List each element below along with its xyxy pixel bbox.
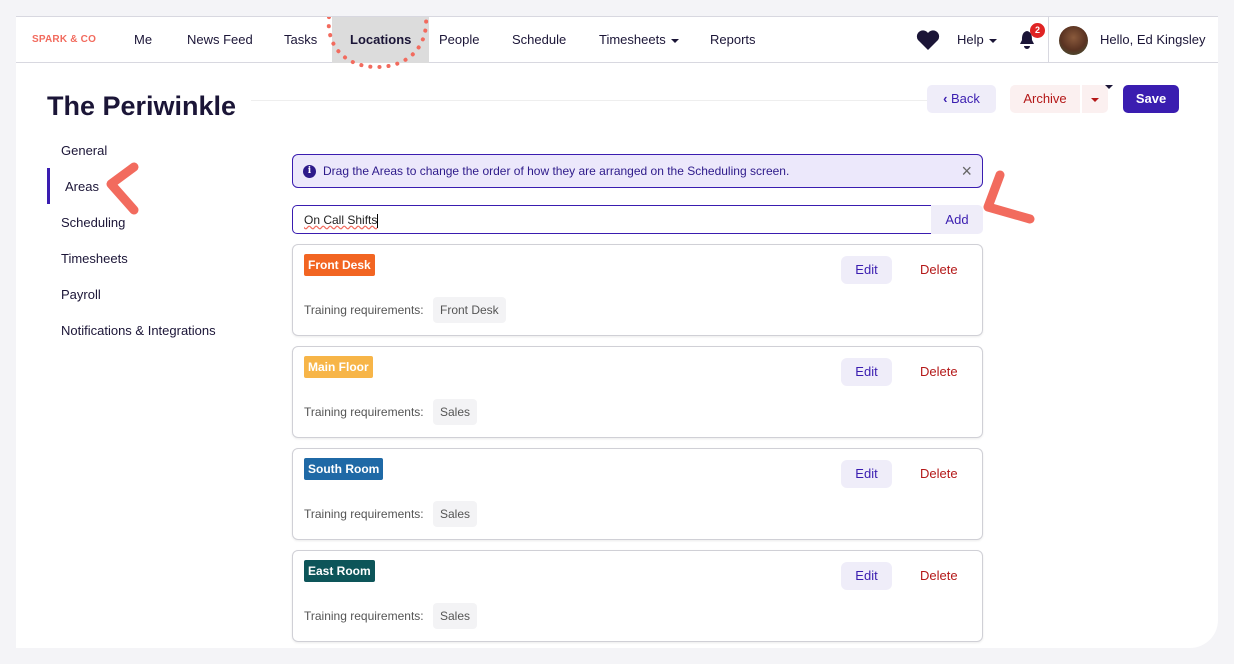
user-name: Hello, Ed Kingsley — [1100, 32, 1206, 47]
caret-down-icon — [1091, 97, 1099, 102]
edit-button[interactable]: Edit — [841, 256, 892, 284]
requirement-chip: Sales — [433, 399, 478, 425]
page-title: The Periwinkle — [47, 91, 237, 121]
back-label: Back — [951, 91, 980, 106]
nav-locations[interactable]: Locations — [332, 17, 430, 63]
input-value: On Call Shifts — [304, 213, 378, 227]
help-menu[interactable]: Help — [957, 17, 997, 63]
training-requirements-label: Training requirements: — [304, 507, 424, 521]
caret-down-icon — [1105, 84, 1113, 89]
edit-button[interactable]: Edit — [841, 358, 892, 386]
caret-down-icon — [670, 38, 679, 43]
user-menu[interactable]: Hello, Ed Kingsley — [1100, 17, 1218, 89]
edit-button[interactable]: Edit — [841, 460, 892, 488]
area-name-tag: South Room — [304, 458, 384, 480]
delete-button[interactable]: Delete — [920, 466, 958, 481]
nav-me[interactable]: Me — [134, 32, 153, 47]
top-nav: SPARK & CO Me News Feed Tasks Locations … — [16, 17, 1218, 89]
logo[interactable]: SPARK & CO — [32, 34, 97, 45]
divider — [1048, 17, 1049, 63]
area-card[interactable]: Front Desk Edit Delete Training requirem… — [292, 244, 983, 336]
area-name-tag: East Room — [304, 560, 375, 582]
app-window: SPARK & CO Me News Feed Tasks Locations … — [16, 16, 1218, 648]
close-icon[interactable]: × — [961, 161, 972, 181]
nav-timesheets[interactable]: Timesheets — [599, 17, 679, 63]
area-card[interactable]: Main Floor Edit Delete Training requirem… — [292, 346, 983, 438]
add-button[interactable]: Add — [931, 205, 983, 234]
nav-schedule[interactable]: Schedule — [512, 32, 567, 47]
area-name-tag: Main Floor — [304, 356, 373, 378]
requirement-chip: Sales — [433, 603, 478, 629]
sidebar-item-scheduling[interactable]: Scheduling — [61, 215, 126, 230]
training-requirements-label: Training requirements: — [304, 609, 424, 623]
delete-button[interactable]: Delete — [920, 364, 958, 379]
info-alert: i Drag the Areas to change the order of … — [292, 154, 983, 188]
nav-reports[interactable]: Reports — [710, 32, 756, 47]
alert-text: Drag the Areas to change the order of ho… — [323, 164, 790, 178]
title-divider — [251, 100, 931, 101]
nav-timesheets-label: Timesheets — [599, 32, 666, 47]
nav-news-feed[interactable]: News Feed — [187, 32, 253, 47]
area-card[interactable]: East Room Edit Delete Training requireme… — [292, 550, 983, 642]
text-cursor — [377, 213, 379, 228]
new-area-input[interactable]: On Call Shifts — [292, 205, 932, 234]
sidebar-item-general[interactable]: General — [61, 143, 108, 158]
heart-icon[interactable] — [916, 30, 940, 50]
nav-people[interactable]: People — [439, 32, 480, 47]
chevron-left-icon: ‹ — [943, 91, 952, 106]
nav-tasks[interactable]: Tasks — [284, 32, 318, 47]
bell-icon[interactable] — [1018, 30, 1036, 50]
area-card[interactable]: South Room Edit Delete Training requirem… — [292, 448, 983, 540]
caret-down-icon — [988, 38, 997, 43]
avatar[interactable] — [1059, 26, 1088, 55]
active-indicator — [47, 168, 50, 204]
sidebar-item-payroll[interactable]: Payroll — [61, 287, 101, 302]
requirement-chip: Front Desk — [433, 297, 506, 323]
info-icon: i — [303, 165, 316, 178]
archive-dropdown-button[interactable] — [1082, 85, 1108, 113]
sidebar-item-timesheets[interactable]: Timesheets — [61, 251, 128, 266]
training-requirements-label: Training requirements: — [304, 405, 424, 419]
area-name-tag: Front Desk — [304, 254, 375, 276]
help-label: Help — [957, 32, 984, 47]
save-button[interactable]: Save — [1123, 85, 1179, 113]
notification-count: 2 — [1030, 23, 1045, 38]
delete-button[interactable]: Delete — [920, 262, 958, 277]
annotation-arrow-add — [983, 170, 1035, 224]
sidebar-item-notifications[interactable]: Notifications & Integrations — [61, 323, 216, 338]
sidebar-item-areas[interactable]: Areas — [65, 179, 99, 194]
archive-button[interactable]: Archive — [1010, 85, 1080, 113]
back-button[interactable]: ‹ Back — [927, 85, 996, 113]
annotation-arrow-areas — [106, 162, 139, 215]
edit-button[interactable]: Edit — [841, 562, 892, 590]
training-requirements-label: Training requirements: — [304, 303, 424, 317]
requirement-chip: Sales — [433, 501, 478, 527]
delete-button[interactable]: Delete — [920, 568, 958, 583]
